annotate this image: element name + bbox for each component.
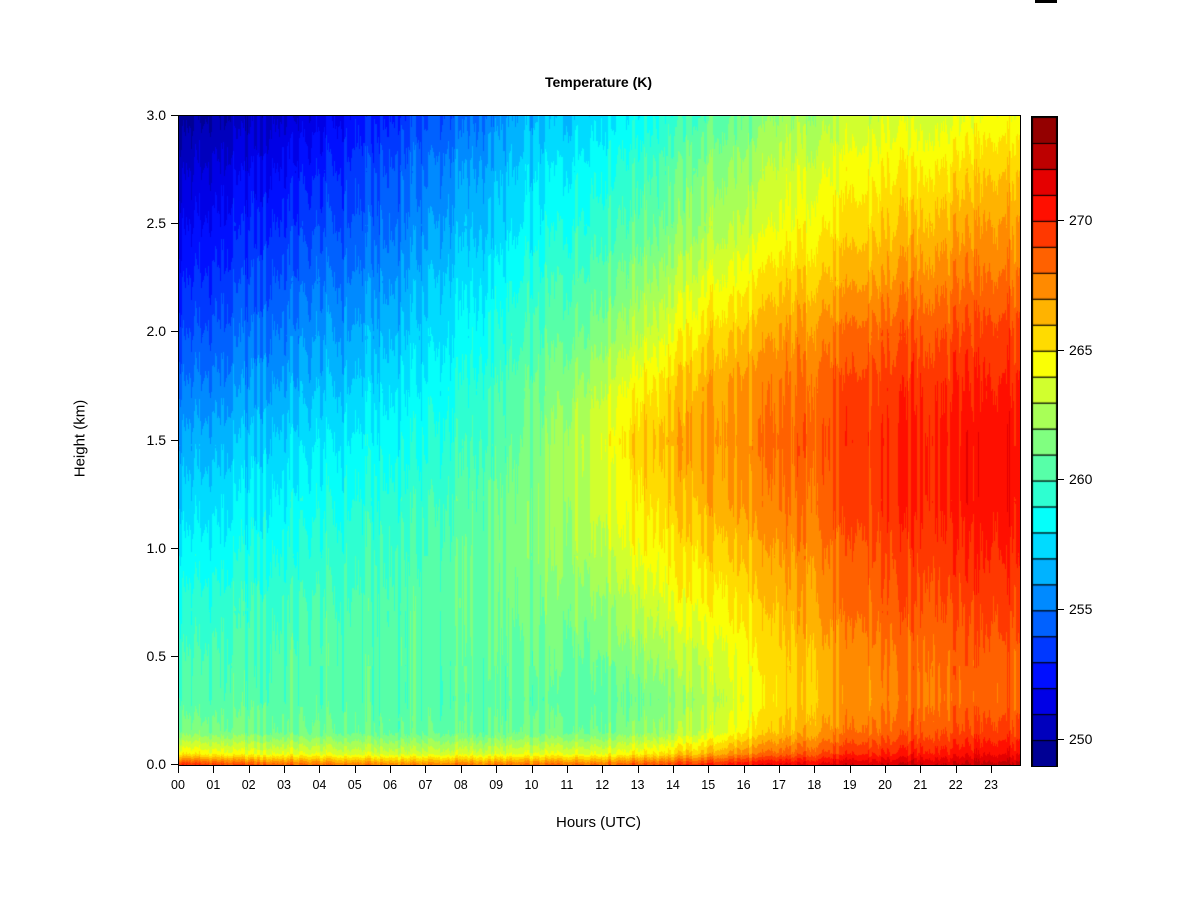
plot-area [178,115,1021,766]
y-tick [171,331,178,333]
temperature-heatmap-canvas [179,116,1020,765]
x-tick [920,766,922,773]
x-tick [602,766,604,773]
colorbar-tick [1057,739,1064,741]
x-tick-label: 23 [984,778,999,792]
y-tick-label: 3.0 [146,107,166,123]
x-tick [425,766,427,773]
window-artifact-bar [1035,0,1057,3]
x-tick [849,766,851,773]
x-tick-label: 02 [241,778,256,792]
x-tick [991,766,993,773]
x-tick-label: 18 [807,778,822,792]
x-tick-label: 19 [842,778,857,792]
x-tick [213,766,215,773]
y-tick-label: 1.5 [146,431,166,448]
y-tick [171,223,178,225]
x-tick-label: 13 [630,778,645,792]
x-tick-label: 12 [595,778,610,792]
x-tick [708,766,710,773]
x-axis-label: Hours (UTC) [556,814,641,831]
colorbar-tick [1057,609,1064,611]
x-tick-label: 09 [489,778,504,792]
x-tick [178,766,179,773]
x-tick [496,766,498,773]
y-tick [171,115,178,116]
y-tick-label: 1.0 [146,539,166,556]
x-tick-label: 14 [665,778,680,792]
x-tick [284,766,286,773]
x-tick-label: 03 [277,778,291,792]
y-tick [171,547,178,549]
x-tick [955,766,957,773]
y-tick [171,439,178,441]
colorbar-tick-label: 260 [1069,471,1093,488]
colorbar-tick-label: 270 [1069,211,1093,228]
y-tick [171,655,178,657]
x-tick [531,766,533,773]
colorbar-tick [1057,219,1064,221]
x-tick [566,766,568,773]
colorbar-tick-label: 250 [1069,731,1093,748]
x-tick-label: 07 [418,778,433,792]
x-tick-label: 11 [560,778,574,792]
y-tick-label: 0.5 [146,647,166,664]
y-tick-label: 0.0 [146,756,166,772]
x-tick-label: 15 [701,778,716,792]
x-tick [814,766,816,773]
x-tick-label: 20 [878,778,892,792]
x-tick-label: 00 [171,778,185,792]
x-tick-label: 05 [347,778,362,792]
x-tick [354,766,356,773]
x-tick [319,766,321,773]
y-tick-label: 2.0 [146,323,166,340]
y-tick [171,764,178,765]
x-tick [743,766,745,773]
x-tick [637,766,639,773]
x-tick-label: 22 [948,778,963,792]
x-tick [778,766,780,773]
x-tick-label: 01 [206,778,221,792]
colorbar-tick-label: 255 [1069,601,1093,618]
colorbar-tick-label: 265 [1069,341,1093,358]
colorbar-tick [1057,349,1064,351]
x-tick-label: 08 [453,778,468,792]
y-axis-label: Height (km) [71,399,89,478]
x-tick [460,766,462,773]
y-tick-label: 2.5 [146,215,166,232]
x-tick-label: 10 [524,778,539,792]
x-tick-label: 04 [312,778,327,792]
colorbar [1031,116,1058,767]
colorbar-canvas [1032,117,1057,766]
x-tick-label: 06 [383,778,398,792]
chart-title: Temperature (K) [544,74,653,90]
x-tick-label: 16 [736,778,751,792]
x-tick [248,766,250,773]
x-tick-label: 21 [913,778,928,792]
colorbar-tick [1057,479,1064,481]
x-tick [390,766,392,773]
x-tick [672,766,674,773]
x-tick-label: 17 [772,778,786,792]
x-tick [885,766,887,773]
